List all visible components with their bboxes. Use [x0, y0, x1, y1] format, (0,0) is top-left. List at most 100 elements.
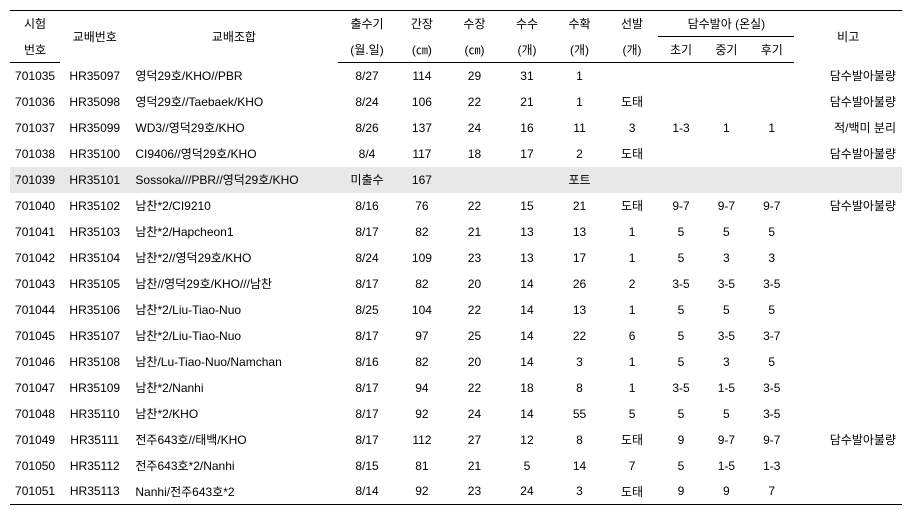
hdr-susu: 수수 [501, 11, 554, 37]
cell-junggi: 1-5 [704, 453, 749, 479]
cell-seonbal: 도태 [606, 479, 659, 505]
cell-hugi: 3-7 [749, 323, 794, 349]
cell-sujang: 22 [448, 193, 501, 219]
cell-suhwak: 8 [553, 427, 606, 453]
hdr-gae3: (개) [606, 37, 659, 63]
cell-chogi: 5 [658, 245, 703, 271]
cell-sihum: 701047 [10, 375, 60, 401]
cell-sujang: 22 [448, 297, 501, 323]
table-row: 701044HR35106남찬*2/Liu-Tiao-Nuo8/25104221… [10, 297, 902, 323]
table-row: 701045HR35107남찬*2/Liu-Tiao-Nuo8/17972514… [10, 323, 902, 349]
cell-gan: 94 [396, 375, 449, 401]
cell-gan: 92 [396, 479, 449, 505]
cell-combo: 남찬//영덕29호/KHO///남찬 [129, 271, 338, 297]
cell-combo: CI9406//영덕29호/KHO [129, 141, 338, 167]
cell-susu [501, 167, 554, 193]
hdr-bigo: 비고 [794, 11, 902, 63]
cell-sujang: 21 [448, 453, 501, 479]
cell-sujang [448, 167, 501, 193]
cell-combo: 영덕29호//Taebaek/KHO [129, 89, 338, 115]
table-row: 701046HR35108남찬/Lu-Tiao-Nuo/Namchan8/168… [10, 349, 902, 375]
cell-chul: 8/17 [338, 401, 395, 427]
hdr-seonbal: 선발 [606, 11, 659, 37]
cell-suhwak: 2 [553, 141, 606, 167]
hdr-damsu: 담수발아 (온실) [658, 11, 794, 37]
table-header: 시험 교배번호 교배조합 출수기 간장 수장 수수 수확 선발 담수발아 (온실… [10, 11, 902, 63]
cell-junggi: 3 [704, 245, 749, 271]
cell-sujang: 23 [448, 245, 501, 271]
hdr-cm1: (㎝) [396, 37, 449, 63]
cell-gyobae: HR35112 [60, 453, 129, 479]
hdr-hugi: 후기 [749, 37, 794, 63]
cell-combo: 전주643호//태백/KHO [129, 427, 338, 453]
cell-sujang: 22 [448, 89, 501, 115]
cell-seonbal: 1 [606, 375, 659, 401]
cell-gan: 97 [396, 323, 449, 349]
cell-bigo: 담수발아불량 [794, 63, 902, 89]
table-row: 701040HR35102남찬*2/CI92108/1676221521도태9-… [10, 193, 902, 219]
cell-junggi: 3-5 [704, 323, 749, 349]
cell-hugi [749, 141, 794, 167]
cell-gyobae: HR35110 [60, 401, 129, 427]
cell-hugi: 3-5 [749, 375, 794, 401]
cell-junggi [704, 141, 749, 167]
cell-suhwak: 3 [553, 479, 606, 505]
cell-suhwak: 22 [553, 323, 606, 349]
cell-gyobae: HR35105 [60, 271, 129, 297]
cell-bigo [794, 271, 902, 297]
cell-combo: Sossoka///PBR//영덕29호/KHO [129, 167, 338, 193]
cell-susu: 18 [501, 375, 554, 401]
cell-bigo [794, 219, 902, 245]
cell-chul: 8/26 [338, 115, 395, 141]
cell-seonbal: 1 [606, 297, 659, 323]
cell-seonbal: 7 [606, 453, 659, 479]
cell-bigo [794, 167, 902, 193]
hdr-gae1: (개) [501, 37, 554, 63]
table-row: 701051HR35113Nanhi/전주643호*28/149223243도태… [10, 479, 902, 505]
cell-gyobae: HR35104 [60, 245, 129, 271]
cell-junggi: 9-7 [704, 193, 749, 219]
cell-hugi: 1 [749, 115, 794, 141]
cell-chogi [658, 167, 703, 193]
cell-seonbal [606, 167, 659, 193]
cell-junggi: 1-5 [704, 375, 749, 401]
cell-bigo: 담수발아불량 [794, 141, 902, 167]
cell-sihum: 701050 [10, 453, 60, 479]
cell-chul: 8/24 [338, 245, 395, 271]
cell-seonbal: 6 [606, 323, 659, 349]
cell-chul: 8/17 [338, 219, 395, 245]
table-row: 701038HR35100CI9406//영덕29호/KHO8/41171817… [10, 141, 902, 167]
cell-gan: 82 [396, 219, 449, 245]
cell-bigo: 담수발아불량 [794, 193, 902, 219]
cell-junggi [704, 89, 749, 115]
cell-gyobae: HR35098 [60, 89, 129, 115]
cell-combo: 남찬*2/Hapcheon1 [129, 219, 338, 245]
cell-junggi: 9-7 [704, 427, 749, 453]
cell-seonbal: 도태 [606, 89, 659, 115]
cell-sihum: 701038 [10, 141, 60, 167]
cell-junggi: 5 [704, 401, 749, 427]
cell-chogi: 3-5 [658, 271, 703, 297]
cell-gan: 92 [396, 401, 449, 427]
table-row: 701043HR35105남찬//영덕29호/KHO///남찬8/1782201… [10, 271, 902, 297]
cell-gan: 167 [396, 167, 449, 193]
cell-susu: 24 [501, 479, 554, 505]
cell-combo: 남찬*2/Nanhi [129, 375, 338, 401]
cell-susu: 5 [501, 453, 554, 479]
cell-suhwak: 8 [553, 375, 606, 401]
cell-chul: 8/17 [338, 323, 395, 349]
table-row: 701050HR35112전주643호*2/Nanhi8/15812151475… [10, 453, 902, 479]
cell-gan: 137 [396, 115, 449, 141]
cell-hugi: 9-7 [749, 193, 794, 219]
cell-suhwak: 13 [553, 219, 606, 245]
cell-gyobae: HR35099 [60, 115, 129, 141]
cell-junggi: 3-5 [704, 271, 749, 297]
cell-bigo [794, 349, 902, 375]
cell-hugi [749, 167, 794, 193]
cell-seonbal: 1 [606, 349, 659, 375]
cell-chul: 8/15 [338, 453, 395, 479]
cell-sihum: 701039 [10, 167, 60, 193]
cell-seonbal: 1 [606, 219, 659, 245]
cell-sihum: 701042 [10, 245, 60, 271]
table-row: 701037HR35099WD3//영덕29호/KHO8/26137241611… [10, 115, 902, 141]
